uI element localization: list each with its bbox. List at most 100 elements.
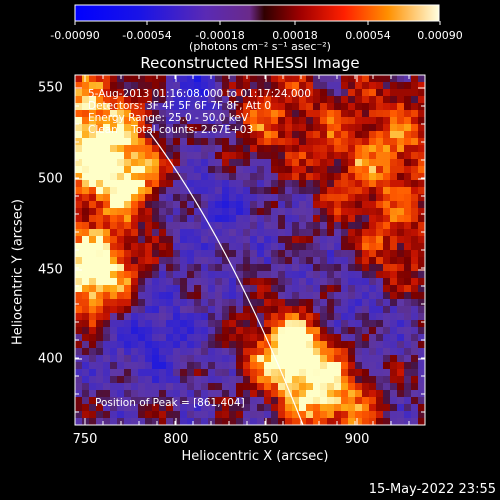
image-pixel [313,285,321,293]
image-pixel [180,299,188,307]
image-pixel [250,285,258,293]
image-pixel [145,145,153,153]
image-pixel [208,383,216,391]
image-pixel [187,278,195,286]
image-pixel [166,278,174,286]
image-pixel [292,264,300,272]
image-pixel [243,411,251,419]
y-tick-label: 500 [38,171,63,187]
image-pixel [362,313,370,321]
image-pixel [152,257,160,265]
image-pixel [89,124,97,132]
image-pixel [208,187,216,195]
image-pixel [166,75,174,83]
image-pixel [278,313,286,321]
image-pixel [355,138,363,146]
image-pixel [166,208,174,216]
image-pixel [271,264,279,272]
image-pixel [264,341,272,349]
image-pixel [341,285,349,293]
image-pixel [82,292,90,300]
image-pixel [208,229,216,237]
image-pixel [173,348,181,356]
image-pixel [131,173,139,181]
image-pixel [124,341,132,349]
image-pixel [82,299,90,307]
image-pixel [187,418,195,425]
image-pixel [250,292,258,300]
image-pixel [166,187,174,195]
image-pixel [243,159,251,167]
image-pixel [411,89,419,97]
image-pixel [397,320,405,328]
image-pixel [194,194,202,202]
image-pixel [208,243,216,251]
image-pixel [383,320,391,328]
image-pixel [313,187,321,195]
image-pixel [152,264,160,272]
image-pixel [173,278,181,286]
image-pixel [348,320,356,328]
image-pixel [250,124,258,132]
image-pixel [117,278,125,286]
image-pixel [264,124,272,132]
image-pixel [327,103,335,111]
image-pixel [334,418,342,425]
image-pixel [131,418,139,425]
image-pixel [117,390,125,398]
image-pixel [243,201,251,209]
image-pixel [362,418,370,425]
image-pixel [82,117,90,125]
image-pixel [75,124,83,132]
image-pixel [201,103,209,111]
image-pixel [89,299,97,307]
image-pixel [313,292,321,300]
image-pixel [404,145,412,153]
image-pixel [257,229,265,237]
image-pixel [236,411,244,419]
image-pixel [89,369,97,377]
image-pixel [313,103,321,111]
image-pixel [383,327,391,335]
image-pixel [173,215,181,223]
image-pixel [327,75,335,83]
image-pixel [110,397,118,405]
image-pixel [222,306,230,314]
image-pixel [299,117,307,125]
image-pixel [320,222,328,230]
image-pixel [383,341,391,349]
image-pixel [411,411,419,419]
image-pixel [299,383,307,391]
image-pixel [390,222,398,230]
image-pixel [138,138,146,146]
image-pixel [103,271,111,279]
image-pixel [194,103,202,111]
image-pixel [159,278,167,286]
image-pixel [348,278,356,286]
image-pixel [362,180,370,188]
image-pixel [194,75,202,83]
image-pixel [285,418,293,425]
image-pixel [348,152,356,160]
image-pixel [292,152,300,160]
image-pixel [257,152,265,160]
image-pixel [166,250,174,258]
image-pixel [236,306,244,314]
image-pixel [306,131,314,139]
image-pixel [355,299,363,307]
image-pixel [208,236,216,244]
image-pixel [411,236,419,244]
image-pixel [369,278,377,286]
image-pixel [138,348,146,356]
image-pixel [299,166,307,174]
image-pixel [236,159,244,167]
image-pixel [348,390,356,398]
image-pixel [292,299,300,307]
image-pixel [222,320,230,328]
image-pixel [327,145,335,153]
image-pixel [257,257,265,265]
image-pixel [362,257,370,265]
image-pixel [390,383,398,391]
image-pixel [313,194,321,202]
image-pixel [313,404,321,412]
